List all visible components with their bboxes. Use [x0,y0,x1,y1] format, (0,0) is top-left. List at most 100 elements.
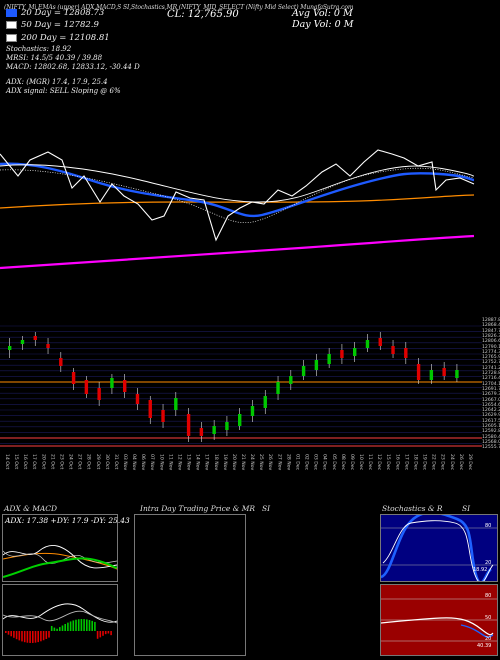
date-label: 24 Nov [249,454,255,471]
date-label: 17 Oct [31,454,37,469]
intraday-panel-title: Intra Day Trading Price & MR [140,504,256,513]
candle-body [238,414,242,426]
date-label: 24 Dec [449,454,455,471]
candle-body [8,346,12,350]
macd-histogram-bar [96,631,99,639]
price-axis: 12887.8 12868.4 12847.7 12826.3 12806.6 12790… [0,318,500,450]
ema-dotted-line [0,167,475,224]
stochastics-readout: Stochastics: 18.92 [6,45,72,53]
candle-body [33,336,37,340]
date-label: 30 Oct [104,454,110,469]
candle-body [20,340,25,344]
macd-histogram-bar [83,619,85,631]
intraday-panel [134,514,246,656]
rsi-white-line [380,617,494,636]
price-axis-label: 12716.4 [482,376,500,382]
date-label: 20 Nov [231,454,237,471]
candle-body [263,396,267,408]
macd-histogram-bar [107,631,110,634]
price-axis-label: 12555.7 [482,445,500,451]
candle-body [404,348,408,358]
date-label: 26 Nov [267,454,273,471]
date-label: 17 Nov [204,454,210,471]
price-axis-label: 12667.0 [482,397,500,403]
date-label: 29 Oct [95,454,101,469]
macd-histogram-bar [23,631,26,643]
day-volume-label: Day Vol: 0 M [292,19,354,30]
price-axis-label: 12642.2 [482,408,500,414]
macd-histogram-bar [110,631,112,636]
date-label: 12 Nov [176,454,182,471]
macd-histogram-bar [91,620,93,631]
macd-histogram-bar [88,620,91,631]
date-label: 04 Dec [322,454,328,471]
price-axis-label: 12752.7 [482,360,500,366]
macd-histogram-bar [80,619,83,631]
macd-histogram-bar [32,631,34,643]
macd-chart [2,603,118,643]
macd-histogram-bar [42,631,45,641]
candle-body [225,422,229,430]
price-axis-label: 12847.7 [482,328,500,334]
date-label: 29 Dec [467,454,473,471]
candle-body [59,358,63,366]
date-label: 27 Nov [276,454,282,471]
ema-chart [0,149,475,270]
date-label: 15 Dec [385,454,391,471]
rsi-value-label: 40.39 [477,643,492,649]
macd-line [2,603,118,623]
candle-body [212,426,216,434]
date-label: 14 Nov [195,454,201,471]
adx-values-label: ADX: 17.38 +DY: 17.9 -DY: 25.43 [5,516,130,525]
candle-body [186,414,191,436]
intraday-si-label: SI [262,504,271,513]
candle-body [365,340,370,348]
candle-body [391,346,395,354]
rsi-chart [380,598,497,642]
date-label: 25 Nov [258,454,264,471]
macd-histogram-bar [48,631,50,638]
volume-summary: Avg Vol: 0 M Day Vol: 0 M [292,8,353,30]
date-label: 21 Nov [240,454,246,471]
candle-body [314,360,319,370]
candle-body [135,394,140,404]
date-label: 03 Dec [313,454,319,471]
candle-body [161,410,165,422]
stoch-si-label: SI [462,504,471,513]
header-topline: (NIFTY_Mi EMAs (upper) ADX,MACD,S SI,Sto… [4,4,354,11]
macd-histogram-bar [29,631,31,643]
date-label: 18 Nov [213,454,219,471]
date-axis: 14 Oct 15 Oct 16 Oct 17 Oct 20 Oct 21 Oct 23 O… [4,454,473,471]
candle-body [289,376,293,384]
candlestick-chart [0,325,482,447]
ema20-swatch-icon [6,9,17,17]
macd-histogram-bar [5,631,7,633]
price-axis-label: 12868.4 [482,323,500,329]
candle-body [429,370,434,380]
macd-panel [2,584,118,656]
adx-readout: ADX: (MGR) 17.4, 17.9, 25.4 [6,78,108,86]
adx-panel-title: ADX & MACD [4,504,58,513]
price-axis-label: 12592.8 [482,429,500,435]
macd-histogram-bar [21,631,23,642]
date-label: 21 Oct [49,454,55,469]
date-label: 13 Nov [186,454,192,471]
date-label: 20 Oct [40,454,46,469]
candle-body [123,380,127,392]
candle-body [71,372,76,384]
stoch-panel-title: Stochastics & R [382,504,443,513]
adx-white-line [2,544,118,569]
date-label: 23 Dec [440,454,446,471]
date-label: 15 Oct [13,454,19,469]
price-axis-label: 12806.6 [482,339,500,345]
candle-body [174,398,178,410]
adx-signal-readout: ADX signal: SELL Sloping @ 6% [6,87,121,95]
price-axis-label: 12741.2 [482,365,500,371]
date-label: 14 Oct [4,454,10,469]
price-axis-label: 12691.7 [482,386,500,392]
price-axis-label: 12704.1 [482,381,500,387]
date-label: 09 Dec [349,454,355,471]
candle-body [110,378,114,388]
date-label: 02 Dec [304,454,310,471]
candle-body [455,370,459,378]
